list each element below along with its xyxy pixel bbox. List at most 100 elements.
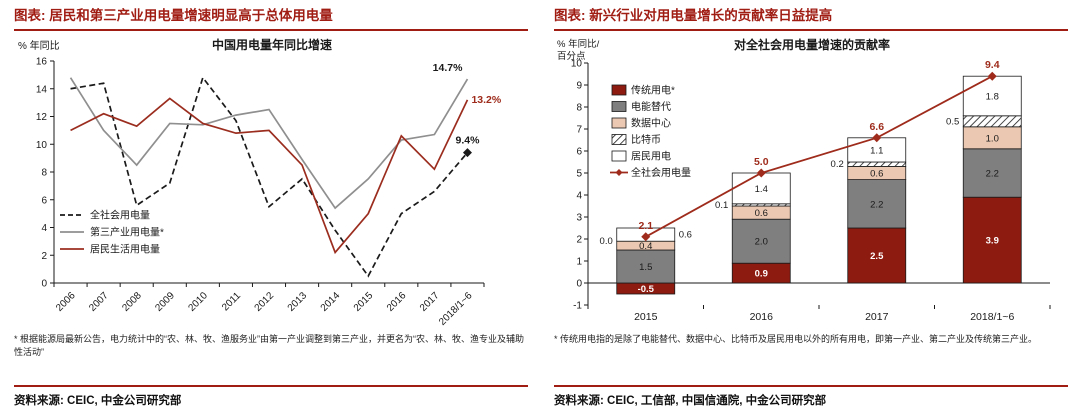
- x-tick-label: 2017: [865, 311, 889, 323]
- diamond-marker: [987, 71, 997, 81]
- segment-value-label: 2.2: [986, 168, 999, 179]
- segment-value-label: 1.1: [870, 145, 883, 156]
- x-tick-label: 2013: [286, 290, 310, 314]
- left-figure-source: 资料来源: CEIC, 中金公司研究部: [14, 385, 528, 408]
- y-tick-label: 0: [576, 278, 582, 289]
- x-tick-label: 2010: [186, 290, 210, 314]
- legend-label: 数据中心: [631, 116, 671, 129]
- right-figure-footnote: * 传统用电指的是除了电能替代、数据中心、比特币及居民用电以外的所有用电，即第一…: [554, 333, 1038, 344]
- legend-label: 居民生活用电量: [90, 242, 160, 255]
- y-tick-label: 6: [576, 146, 582, 157]
- total-line: [645, 75, 993, 238]
- segment-value-label: 0.6: [679, 229, 692, 240]
- segment-value-label: 1.5: [639, 262, 652, 273]
- x-tick-label: 2014: [319, 290, 343, 314]
- y-tick-label: 3: [576, 212, 582, 223]
- segment-value-label: 1.4: [755, 184, 768, 195]
- segment-value-label: 1.8: [986, 91, 999, 102]
- legend-swatch: [611, 84, 627, 96]
- y-tick-label: 2: [41, 251, 47, 262]
- segment-value-label: 0.9: [755, 268, 768, 279]
- panel-left: 图表: 居民和第三产业用电量增速明显高于总体用电量 中国用电量年同比增速 % 年同…: [14, 8, 528, 408]
- series-line: [70, 97, 469, 254]
- segment-value-label: -0.5: [638, 284, 655, 295]
- bar-segment: [731, 218, 791, 264]
- left-figure-footnote: * 根据能源局最新公告，电力统计中的“农、林、牧、渔服务业”由第一产业调整到第三…: [14, 333, 524, 357]
- x-tick-label: 2007: [87, 290, 111, 314]
- y-tick-label: 0: [41, 278, 47, 289]
- x-tick-label: 2016: [385, 290, 409, 314]
- total-value-label: 2.1: [638, 220, 653, 232]
- segment-value-label: 0.4: [639, 241, 652, 252]
- legend-swatch: [611, 133, 627, 145]
- legend-label: 居民用电: [631, 149, 671, 162]
- bar-segment: [847, 227, 907, 284]
- chart-title: 对全社会用电量增速的贡献率: [734, 37, 890, 52]
- legend-label: 全社会用电量: [631, 166, 691, 179]
- series-line: [69, 77, 469, 210]
- y-tick-label: 4: [41, 223, 47, 234]
- y-tick-label: 9: [576, 80, 582, 91]
- bar-segment: [731, 172, 791, 205]
- legend-swatch: [611, 100, 627, 112]
- series-line: [70, 75, 469, 278]
- segment-value-label: 0.6: [755, 208, 768, 219]
- x-tick-label: 2017: [418, 290, 442, 314]
- x-tick-label: 2015: [634, 311, 658, 323]
- diamond-marker: [615, 168, 623, 176]
- y-tick-label: 5: [576, 168, 582, 179]
- y-tick-label: 10: [571, 58, 583, 69]
- bar-segment: [847, 179, 907, 229]
- legend-swatch: [611, 117, 627, 129]
- y-tick-label: 16: [36, 56, 48, 67]
- right-figure-caption: 图表: 新兴行业对用电量增长的贡献率日益提高: [554, 8, 1068, 31]
- left-line-chart: 中国用电量年同比增速 % 年同比 0 2 4 6 8 10 12 14 16 2006 2007 2008…: [18, 37, 502, 328]
- y-tick-label: 14: [36, 84, 48, 95]
- y-tick-label: -1: [573, 300, 582, 311]
- segment-value-label: 3.9: [986, 235, 999, 246]
- bar-segment: [962, 115, 1022, 128]
- segment-value-label: 0.0: [600, 236, 613, 247]
- diamond-marker: [462, 147, 472, 157]
- right-stacked-bar-chart: 对全社会用电量增速的贡献率 % 年同比/百分点 -1 0 1 2 3 4 5 6 7 8 9 10 2015…: [557, 37, 1051, 323]
- total-value-label: 5.0: [754, 156, 769, 168]
- segment-value-label: 1.0: [986, 133, 999, 144]
- legend-label: 传统用电*: [631, 83, 675, 96]
- legend-swatch: [611, 150, 627, 162]
- segment-value-label: 2.2: [870, 199, 883, 210]
- end-value-label: 13.2%: [471, 94, 501, 106]
- right-figure-source: 资料来源: CEIC, 工信部, 中国信通院, 中金公司研究部: [554, 385, 1068, 408]
- chart-title: 中国用电量年同比增速: [212, 37, 332, 52]
- bar-segment: [962, 75, 1022, 117]
- segment-value-label: 2.5: [870, 251, 884, 262]
- x-tick-label: 2018/1~6: [970, 311, 1014, 323]
- y-tick-label: 10: [36, 140, 48, 151]
- x-tick-label: 2008: [120, 290, 144, 314]
- panel-right: 图表: 新兴行业对用电量增长的贡献率日益提高 对全社会用电量增速的贡献率 % 年同…: [540, 0, 1080, 416]
- diamond-marker: [641, 232, 651, 242]
- x-tick-label: 2018/1~6: [437, 290, 475, 328]
- y-axis-label: % 年同比: [18, 39, 60, 52]
- bar-segment: [616, 249, 676, 284]
- legend-label: 比特币: [631, 134, 661, 146]
- total-value-label: 6.6: [869, 121, 884, 133]
- diamond-marker: [756, 168, 766, 178]
- y-tick-label: 8: [41, 167, 47, 178]
- bar-segment: [962, 196, 1022, 284]
- x-tick-label: 2006: [54, 290, 78, 314]
- legend-label: 第三产业用电量*: [90, 225, 164, 238]
- x-tick-label: 2011: [220, 290, 243, 313]
- y-tick-label: 7: [576, 124, 582, 135]
- y-tick-label: 4: [576, 190, 582, 201]
- y-tick-label: 8: [576, 102, 582, 113]
- legend-label: 电能替代: [631, 100, 671, 113]
- diamond-marker: [872, 133, 882, 143]
- y-axis-label: 百分点: [557, 51, 586, 62]
- total-value-label: 9.4: [985, 59, 1000, 71]
- end-value-label: 9.4%: [455, 134, 480, 146]
- y-tick-label: 6: [41, 195, 47, 206]
- y-tick-label: 12: [36, 112, 48, 123]
- y-axis-label: % 年同比/: [557, 38, 600, 50]
- bar-segment: [847, 161, 907, 167]
